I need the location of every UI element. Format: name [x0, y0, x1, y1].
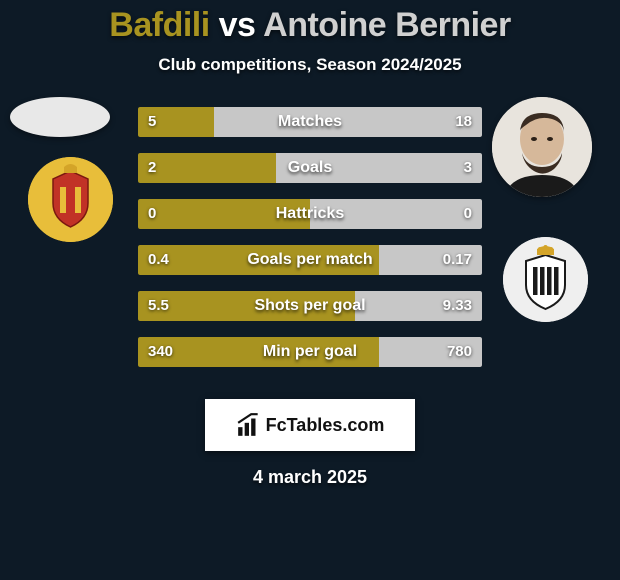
club-crest-left	[28, 157, 113, 242]
metric-label: Min per goal	[138, 337, 482, 367]
metric-label: Goals per match	[138, 245, 482, 275]
bar-rows: 518Matches 23Goals 00Hattricks 0.40.17Goals…	[138, 107, 482, 383]
chart-icon	[236, 412, 262, 438]
date-label: 4 march 2025	[0, 467, 620, 488]
subtitle: Club competitions, Season 2024/2025	[0, 55, 620, 75]
vs-label: vs	[219, 6, 256, 44]
bar-row: 0.40.17Goals per match	[138, 245, 482, 275]
bar-row: 518Matches	[138, 107, 482, 137]
player-left-portrait	[10, 97, 110, 137]
comparison-card: Bafdili vs Antoine Bernier Club competit…	[0, 0, 620, 580]
metric-label: Shots per goal	[138, 291, 482, 321]
page-title: Bafdili vs Antoine Bernier	[0, 6, 620, 45]
comparison-chart: 518Matches 23Goals 00Hattricks 0.40.17Goals…	[0, 107, 620, 387]
metric-label: Matches	[138, 107, 482, 137]
bar-row: 23Goals	[138, 153, 482, 183]
bar-row: 5.59.33Shots per goal	[138, 291, 482, 321]
player-left-name: Bafdili	[109, 6, 209, 44]
site-logo: FcTables.com	[236, 412, 385, 438]
club-crest-right	[503, 237, 588, 322]
branding-box: FcTables.com	[205, 399, 415, 451]
player-right-portrait	[492, 97, 592, 197]
bar-row: 00Hattricks	[138, 199, 482, 229]
metric-label: Goals	[138, 153, 482, 183]
metric-label: Hattricks	[138, 199, 482, 229]
site-label: FcTables.com	[266, 415, 385, 436]
player-right-name: Antoine Bernier	[263, 6, 511, 44]
bar-row: 340780Min per goal	[138, 337, 482, 367]
